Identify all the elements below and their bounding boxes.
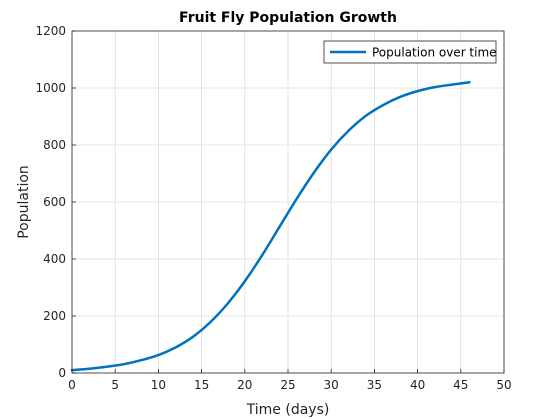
y-axis-label: Population bbox=[16, 165, 32, 239]
x-tick-label: 20 bbox=[237, 378, 252, 392]
y-tick-label: 1200 bbox=[35, 24, 66, 38]
x-axis-label: Time (days) bbox=[246, 402, 330, 418]
y-tick-label: 400 bbox=[43, 252, 66, 266]
x-tick-label: 40 bbox=[410, 378, 425, 392]
y-tick-label: 0 bbox=[58, 366, 66, 380]
x-tick-label: 0 bbox=[68, 378, 76, 392]
series-line-population bbox=[70, 81, 471, 372]
y-tick-label: 600 bbox=[43, 195, 66, 209]
x-tick-label: 50 bbox=[496, 378, 511, 392]
series-layer bbox=[70, 81, 471, 372]
legend-box bbox=[323, 40, 497, 64]
legend-entry: Population over time bbox=[372, 46, 497, 60]
x-tick-label: 15 bbox=[194, 378, 209, 392]
y-tick-label: 200 bbox=[43, 309, 66, 323]
y-tick-label: 800 bbox=[43, 138, 66, 152]
y-tick-label: 1000 bbox=[35, 81, 66, 95]
x-tick-label: 10 bbox=[151, 378, 166, 392]
ticks: 0 5 10 15 20 25 30 35 40 45 50 0 200 400 600 800 1000 120… bbox=[35, 24, 511, 392]
x-tick-label: 5 bbox=[111, 378, 119, 392]
x-tick-label: 30 bbox=[324, 378, 339, 392]
legend: Population over time bbox=[323, 40, 497, 64]
x-tick-label: 45 bbox=[453, 378, 468, 392]
x-tick-label: 25 bbox=[280, 378, 295, 392]
x-tick-label: 35 bbox=[367, 378, 382, 392]
chart-title: Fruit Fly Population Growth bbox=[179, 10, 397, 26]
